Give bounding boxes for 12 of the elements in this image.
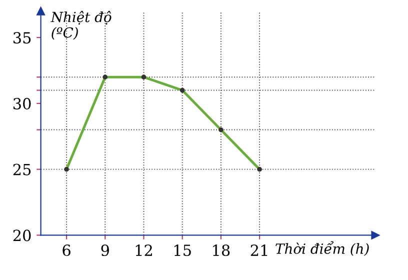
x-tick-label: 15 (174, 244, 191, 256)
y-tick-label: 20 (13, 230, 31, 242)
y-axis-title: Nhiệt độ (ºC) (50, 10, 112, 40)
y-tick-label: 35 (13, 32, 31, 44)
x-tick-label: 21 (250, 244, 268, 256)
x-tick-label: 18 (213, 244, 230, 256)
x-tick-label: 6 (62, 244, 70, 256)
y-tick-label: 25 (13, 164, 31, 176)
x-tick-label: 12 (136, 244, 152, 256)
x-tick-label: 9 (101, 244, 109, 256)
y-tick-label: 30 (13, 98, 31, 110)
x-axis-title: Thời điểm (h) (276, 241, 369, 256)
